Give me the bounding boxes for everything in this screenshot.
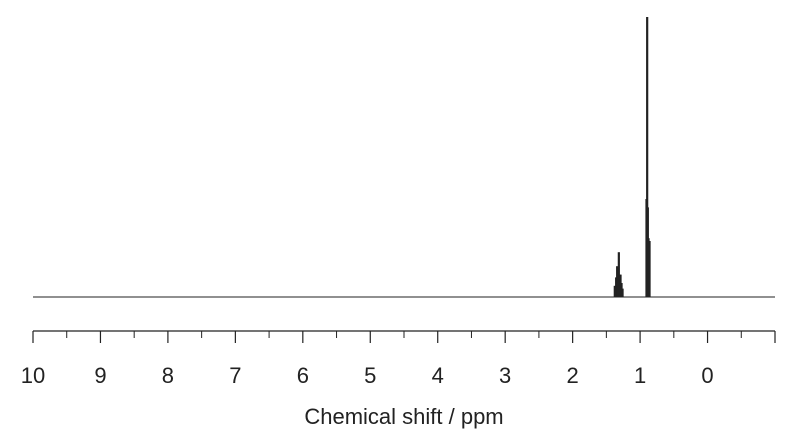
tick-label-6: 6 xyxy=(297,363,309,388)
tick-label-2: 2 xyxy=(567,363,579,388)
tick-label-3: 3 xyxy=(499,363,511,388)
tick-label-0: 0 xyxy=(701,363,713,388)
tick-label-4: 4 xyxy=(432,363,444,388)
tick-label-5: 5 xyxy=(364,363,376,388)
tick-label-9: 9 xyxy=(94,363,106,388)
tick-label-10: 10 xyxy=(21,363,45,388)
tick-label-7: 7 xyxy=(229,363,241,388)
x-axis-title: Chemical shift / ppm xyxy=(304,404,503,429)
x-axis: 10 9 8 7 6 5 4 3 2 1 0 xyxy=(21,330,776,388)
tick-label-8: 8 xyxy=(162,363,174,388)
plot-area xyxy=(33,17,775,298)
tick-label-1: 1 xyxy=(634,363,646,388)
